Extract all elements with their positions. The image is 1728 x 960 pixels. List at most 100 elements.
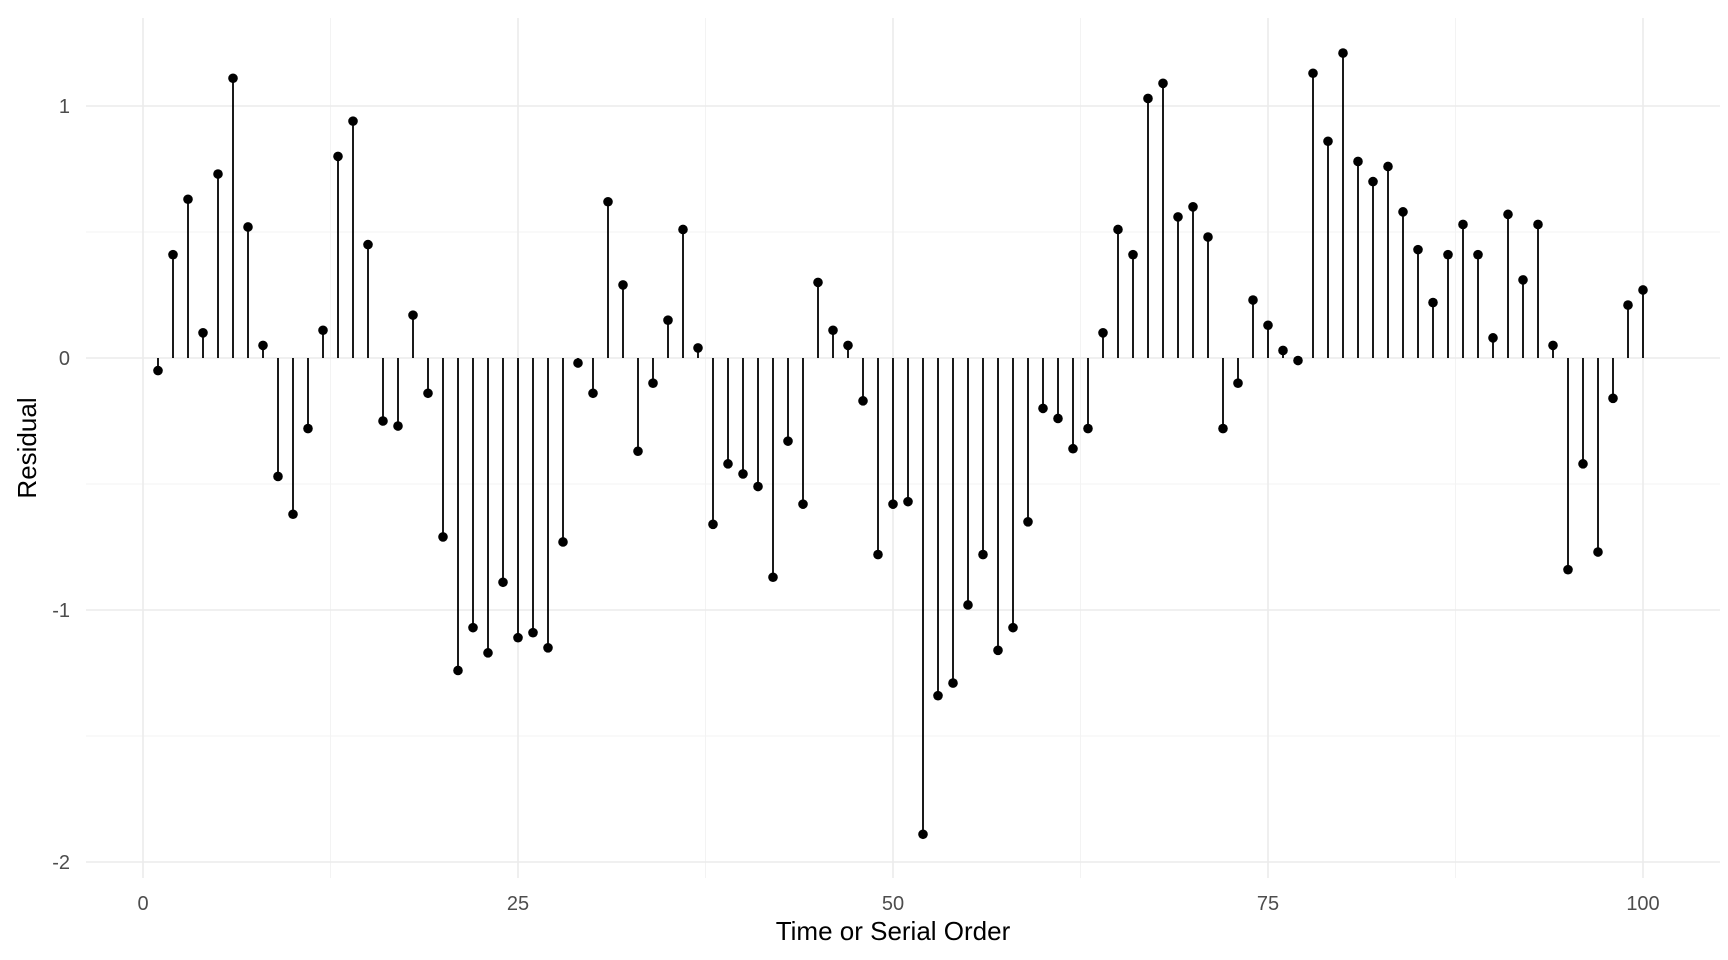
residual-point — [408, 310, 418, 320]
residual-point — [1533, 219, 1543, 230]
residual-point — [1188, 202, 1198, 212]
residual-point — [1593, 547, 1603, 557]
x-tick-label: 100 — [1626, 893, 1659, 915]
residual-point — [993, 645, 1003, 656]
residual-point — [453, 665, 463, 676]
residual-point — [1368, 176, 1378, 187]
residual-point — [1203, 232, 1213, 242]
residual-point — [348, 116, 358, 126]
residual-point — [1623, 300, 1633, 310]
residual-point — [693, 343, 703, 353]
residual-point — [858, 396, 868, 406]
y-tick-label: 0 — [59, 348, 70, 370]
residual-point — [528, 627, 538, 638]
residual-point — [318, 325, 328, 336]
residual-point — [873, 549, 883, 560]
residual-point — [738, 469, 748, 479]
residual-point — [558, 537, 568, 547]
residual-point — [1338, 48, 1348, 58]
residual-point — [918, 829, 928, 840]
residual-point — [1458, 219, 1468, 230]
gridlines — [86, 18, 1720, 878]
residual-point — [288, 509, 298, 520]
residual-point — [393, 421, 403, 431]
residual-point — [243, 222, 253, 232]
residual-point — [1488, 333, 1498, 343]
residual-point — [948, 678, 958, 688]
residual-point — [1293, 355, 1303, 366]
residual-point — [618, 280, 628, 290]
residual-point — [513, 632, 523, 643]
y-tick-label: -1 — [52, 600, 70, 622]
residual-point — [168, 249, 178, 260]
residual-point — [888, 499, 898, 509]
residual-point — [828, 325, 838, 336]
y-axis-ticks: -2 -1 0 1 — [52, 96, 70, 874]
residual-point — [273, 471, 283, 482]
residual-point — [1413, 244, 1423, 255]
residual-point — [1263, 320, 1273, 331]
residual-point — [663, 315, 673, 326]
residual-point — [978, 549, 988, 560]
residual-point — [1218, 423, 1228, 434]
residual-point — [723, 459, 733, 469]
residual-point — [633, 446, 643, 457]
residual-point — [963, 600, 973, 610]
residual-point — [1398, 207, 1408, 217]
residual-point — [783, 436, 793, 446]
residual-point — [1233, 378, 1243, 389]
residual-point — [1038, 403, 1048, 414]
residual-point — [1083, 423, 1093, 434]
residual-point — [708, 519, 718, 530]
residual-point — [1383, 161, 1393, 172]
residual-point — [378, 416, 388, 426]
y-tick-label: -2 — [52, 852, 70, 874]
residual-point — [1428, 297, 1438, 308]
residual-points — [153, 48, 1648, 840]
residual-point — [903, 496, 913, 507]
residual-point — [813, 277, 823, 288]
residual-point — [1143, 93, 1153, 104]
residual-point — [1518, 275, 1528, 285]
residual-point — [423, 388, 433, 399]
residual-point — [198, 328, 208, 338]
residual-point — [588, 388, 598, 399]
residual-point — [438, 532, 448, 542]
residual-stems — [157, 53, 1644, 835]
x-axis-title: Time or Serial Order — [776, 916, 1011, 946]
residual-point — [1503, 209, 1513, 220]
residual-point — [468, 622, 478, 633]
residual-point — [603, 196, 613, 207]
residual-point — [1323, 136, 1333, 147]
residual-point — [1443, 249, 1453, 260]
residual-point — [333, 151, 343, 162]
residual-point — [483, 648, 493, 658]
residual-point — [678, 224, 688, 235]
residual-point — [1098, 328, 1108, 338]
residual-point — [1113, 224, 1123, 235]
residual-point — [1008, 622, 1018, 633]
residual-point — [303, 423, 313, 434]
residual-point — [1023, 517, 1033, 527]
residual-point — [1638, 285, 1648, 295]
x-tick-label: 0 — [137, 893, 148, 915]
residual-point — [183, 194, 193, 205]
residual-point — [258, 340, 268, 351]
residual-point — [1158, 78, 1168, 89]
residual-point — [1563, 564, 1573, 575]
x-tick-label: 50 — [882, 893, 904, 915]
residual-point — [1578, 459, 1588, 469]
residual-point — [1053, 413, 1063, 424]
residual-point — [768, 572, 778, 583]
residual-point — [213, 169, 223, 179]
residual-point — [1473, 249, 1483, 260]
x-axis-ticks: 0 25 50 75 100 — [137, 893, 1659, 915]
residual-point — [1248, 295, 1258, 305]
residual-point — [1608, 393, 1618, 404]
residual-point — [1308, 68, 1318, 79]
residual-point — [1278, 345, 1288, 356]
residual-point — [573, 358, 583, 368]
residual-point — [498, 577, 508, 588]
residual-point — [543, 643, 553, 653]
